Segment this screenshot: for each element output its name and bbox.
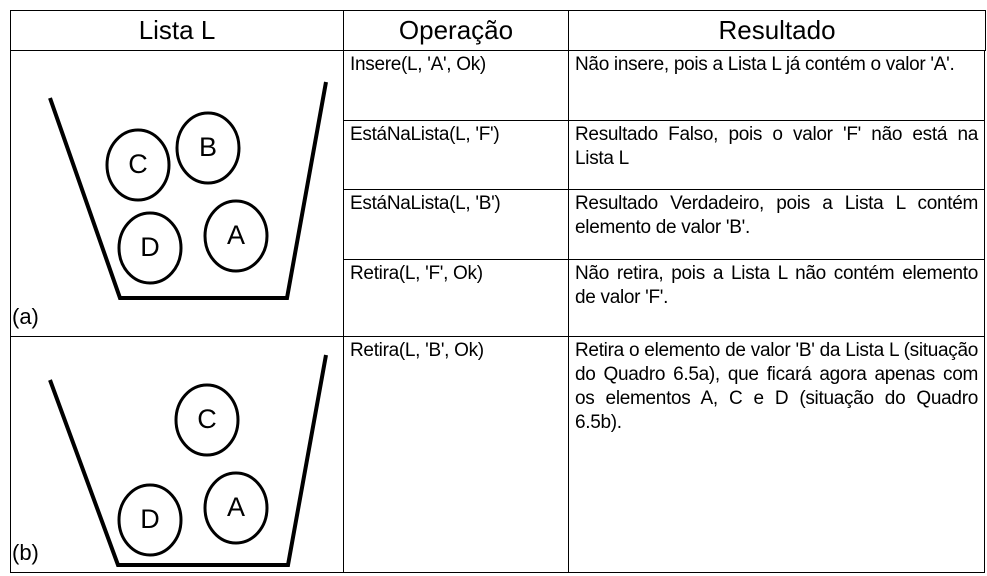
bucket	[48, 354, 328, 567]
element-label: C	[128, 149, 148, 179]
situation-label: (b)	[12, 540, 39, 565]
bucket	[48, 81, 328, 300]
element-circle	[105, 128, 171, 202]
element-circle	[203, 471, 269, 545]
element-circle	[117, 211, 183, 285]
element-circle	[175, 111, 241, 185]
element-label: B	[199, 132, 217, 162]
element-circle	[203, 199, 269, 273]
element-label: C	[197, 404, 217, 434]
result: Retira o elemento de valor 'B' da Lista …	[568, 336, 985, 573]
element-circle	[174, 383, 240, 457]
header-cell: Resultado	[568, 10, 986, 51]
element-circle	[117, 483, 183, 557]
element-label: A	[227, 492, 245, 522]
result: Resultado Verdadeiro, pois a Lista L con…	[568, 189, 985, 260]
situation-label: (a)	[12, 304, 39, 329]
element-label: A	[227, 220, 245, 250]
element-label: D	[140, 504, 160, 534]
element-label: D	[140, 232, 160, 262]
